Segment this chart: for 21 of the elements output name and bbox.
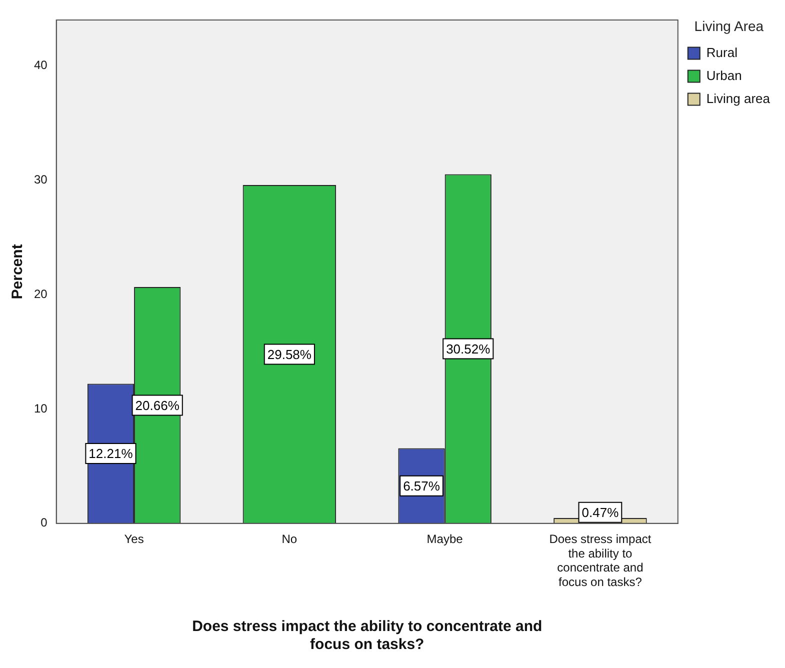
x-tick-label: No <box>282 532 298 546</box>
data-label: 12.21% <box>88 446 134 462</box>
data-label: 6.57% <box>403 478 440 494</box>
x-axis-title: Does stress impact the ability to concentrate and focus on tasks? <box>192 618 542 654</box>
legend-label: Rural <box>706 44 738 60</box>
y-tick-label: 40 <box>34 58 48 72</box>
x-tick-label: Maybe <box>426 532 464 546</box>
y-tick-label: 10 <box>34 401 48 416</box>
data-label: 29.58% <box>267 346 312 362</box>
legend-label: Urban <box>706 68 742 83</box>
data-label: 20.66% <box>135 398 180 413</box>
x-tick-label: Yes <box>124 532 144 546</box>
legend-label: Living area <box>706 90 771 106</box>
data-label: 0.47% <box>582 504 620 520</box>
y-tick-label: 30 <box>34 172 48 186</box>
legend-title: Living Area <box>694 18 764 34</box>
data-label: 30.52% <box>446 341 491 356</box>
y-axis-title: Percent <box>9 244 26 300</box>
y-tick-label: 20 <box>34 286 48 301</box>
y-tick-label: 0 <box>40 516 48 530</box>
x-tick-label: Does stress impact the ability to concentrate and focus on tasks? <box>549 532 652 590</box>
